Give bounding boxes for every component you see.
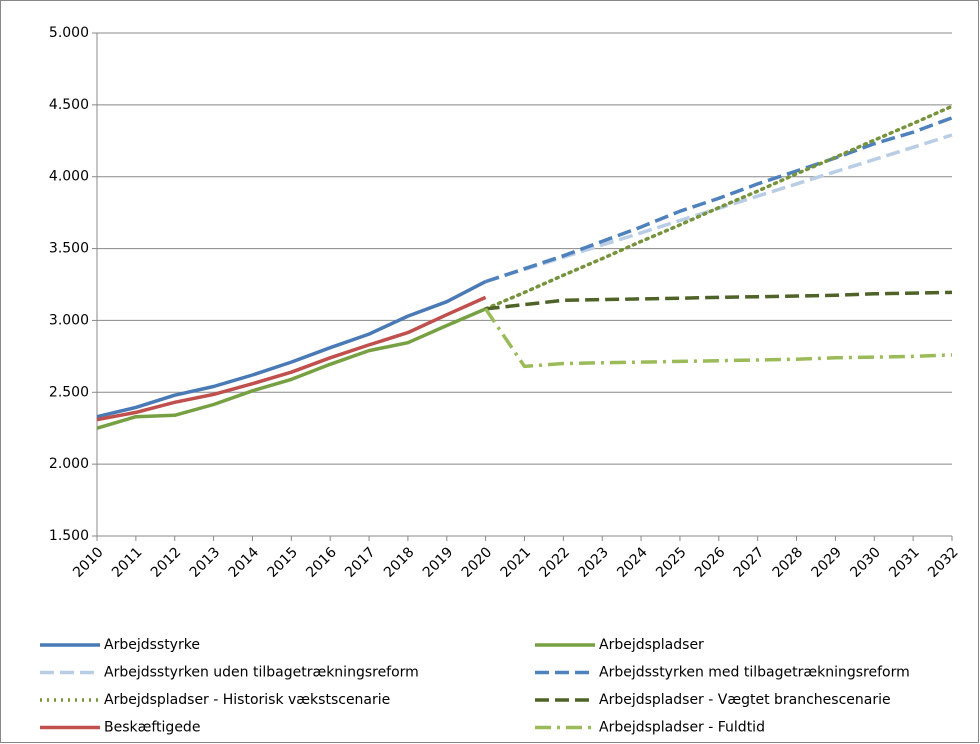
series-line — [96, 295, 487, 422]
series-line — [96, 280, 487, 419]
legend-label: Arbejdspladser - Vægtet branchescenarie — [599, 692, 891, 708]
legend-label: Arbejdsstyrke — [104, 637, 200, 653]
y-tick-label: 4.500 — [49, 97, 89, 113]
y-tick-label: 2.500 — [49, 384, 89, 400]
series-line — [483, 104, 954, 311]
legend-label: Arbejdsstyrken med tilbagetrækningsrefor… — [599, 665, 910, 681]
y-tick-label: 3.500 — [49, 241, 89, 257]
series-line — [484, 307, 953, 369]
y-tick-label: 5.000 — [49, 25, 89, 41]
legend-label: Arbejdspladser — [599, 637, 704, 653]
series-line — [96, 307, 487, 430]
y-tick-label: 4.000 — [49, 169, 89, 185]
legend-label: Arbejdspladser - Historisk vækstscenarie — [104, 692, 390, 708]
series-line — [485, 290, 953, 311]
y-tick-label: 3.000 — [49, 312, 89, 328]
y-tick-label: 1.500 — [49, 528, 89, 544]
series-line — [485, 116, 953, 284]
y-tick-label: 2.000 — [49, 456, 89, 472]
legend-label: Beskæftigede — [104, 720, 200, 736]
legend-label: Arbejdsstyrken uden tilbagetrækningsrefo… — [104, 665, 419, 681]
legend-label: Arbejdspladser - Fuldtid — [599, 720, 765, 736]
